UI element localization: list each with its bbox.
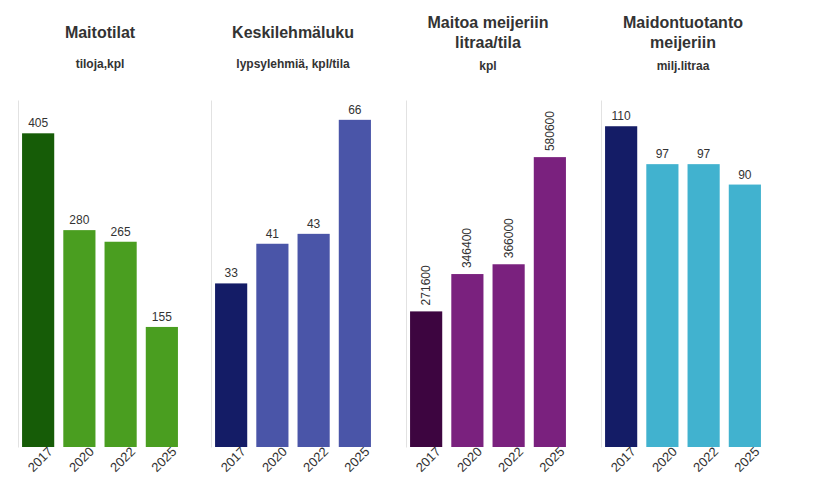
bar <box>493 264 525 447</box>
panel: Keskilehmäluku lypsylehmiä, kpl/tila 33 41 4… <box>212 24 373 475</box>
chart-subtitle: tiloja,kpl <box>76 57 125 71</box>
chart-subtitle: milj.litraa <box>657 59 710 73</box>
data-label: 90 <box>738 168 752 182</box>
y-axis <box>406 101 407 448</box>
panel: Maidontuotanto meijeriin milj.litraa 110 97 9… <box>602 14 763 475</box>
title-line: meijeriin <box>650 34 716 51</box>
x-tick-label: 2020 <box>454 444 485 475</box>
data-label: 271600 <box>419 265 433 305</box>
bar <box>646 164 678 447</box>
bar <box>605 126 637 447</box>
x-axis: 2017 2020 2022 2025 <box>608 444 763 475</box>
bar <box>339 120 371 447</box>
x-tick-label: 2017 <box>413 444 444 475</box>
data-label: 346400 <box>460 228 474 268</box>
data-label: 110 <box>612 109 631 123</box>
x-tick: 2020 <box>259 444 290 475</box>
x-tick-label: 2022 <box>690 444 721 475</box>
x-tick: 2017 <box>25 444 56 475</box>
x-tick-label: 2020 <box>259 444 290 475</box>
bar <box>256 244 288 447</box>
chart-title: Maitoa meijeriin litraa/tila <box>428 14 549 51</box>
x-tick: 2020 <box>649 444 680 475</box>
y-axis-line <box>18 101 19 448</box>
bar <box>63 230 95 447</box>
y-axis-line <box>406 101 407 448</box>
data-label: 97 <box>697 147 711 161</box>
x-tick-label: 2017 <box>25 444 56 475</box>
x-axis: 2017 2020 2022 2025 <box>25 444 180 475</box>
bars <box>605 126 761 447</box>
bar <box>451 274 483 447</box>
x-tick-label: 2022 <box>300 444 331 475</box>
x-tick-label: 2017 <box>218 444 249 475</box>
data-label: 43 <box>307 217 321 231</box>
x-tick-label: 2025 <box>731 444 762 475</box>
chart-subtitle: kpl <box>479 59 496 73</box>
title-line: Keskilehmäluku <box>232 24 354 41</box>
bar <box>22 133 54 447</box>
bar <box>105 242 137 447</box>
chart-title: Maitotilat <box>65 24 136 41</box>
y-axis <box>601 101 602 448</box>
data-label: 366000 <box>502 218 516 258</box>
title-line: Maitotilat <box>65 24 136 41</box>
x-tick: 2020 <box>454 444 485 475</box>
data-label: 66 <box>348 103 362 117</box>
y-axis <box>18 101 19 448</box>
panel: Maitotilat tiloja,kpl 405 280 265 155 2017 2020… <box>19 24 180 475</box>
data-label: 97 <box>656 147 670 161</box>
x-tick-label: 2022 <box>107 444 138 475</box>
x-tick: 2025 <box>536 444 567 475</box>
x-tick: 2025 <box>731 444 762 475</box>
bar <box>298 234 330 447</box>
x-tick: 2017 <box>608 444 639 475</box>
data-label: 280 <box>69 213 89 227</box>
bar <box>215 283 247 447</box>
bars <box>215 120 371 447</box>
chart-title: Keskilehmäluku <box>232 24 354 41</box>
bars <box>22 133 178 447</box>
title-line: litraa/tila <box>455 34 521 51</box>
chart-root: Maitotilat tiloja,kpl 405 280 265 155 2017 2020… <box>0 0 838 494</box>
x-tick: 2022 <box>300 444 331 475</box>
bar <box>688 164 720 447</box>
chart-subtitle: lypsylehmiä, kpl/tila <box>236 57 350 71</box>
data-label: 265 <box>111 225 131 239</box>
bar <box>729 185 761 447</box>
data-label: 41 <box>266 227 280 241</box>
x-tick-label: 2017 <box>608 444 639 475</box>
chart-title: Maidontuotanto meijeriin <box>623 14 743 51</box>
x-tick: 2022 <box>107 444 138 475</box>
x-tick: 2025 <box>341 444 372 475</box>
x-tick-label: 2022 <box>495 444 526 475</box>
bars <box>410 157 566 447</box>
y-axis-line <box>211 101 212 448</box>
x-tick-label: 2025 <box>341 444 372 475</box>
bar <box>146 327 178 447</box>
x-tick-label: 2025 <box>148 444 179 475</box>
x-tick: 2022 <box>495 444 526 475</box>
x-tick: 2017 <box>413 444 444 475</box>
x-tick: 2017 <box>218 444 249 475</box>
data-label: 405 <box>28 116 48 130</box>
x-tick-label: 2020 <box>66 444 97 475</box>
x-tick-label: 2025 <box>536 444 567 475</box>
x-axis: 2017 2020 2022 2025 <box>218 444 373 475</box>
bar <box>410 311 442 447</box>
data-label: 155 <box>152 310 172 324</box>
title-line: Maitoa meijeriin <box>428 14 549 31</box>
data-label: 33 <box>224 266 238 280</box>
bar <box>534 157 566 447</box>
x-tick: 2022 <box>690 444 721 475</box>
x-tick-label: 2020 <box>649 444 680 475</box>
title-line: Maidontuotanto <box>623 14 743 31</box>
x-tick: 2025 <box>148 444 179 475</box>
panel: Maitoa meijeriin litraa/tila kpl 271600 3464… <box>407 14 568 475</box>
x-axis: 2017 2020 2022 2025 <box>413 444 568 475</box>
y-axis <box>211 101 212 448</box>
x-tick: 2020 <box>66 444 97 475</box>
y-axis-line <box>601 101 602 448</box>
data-label: 580600 <box>543 111 557 151</box>
